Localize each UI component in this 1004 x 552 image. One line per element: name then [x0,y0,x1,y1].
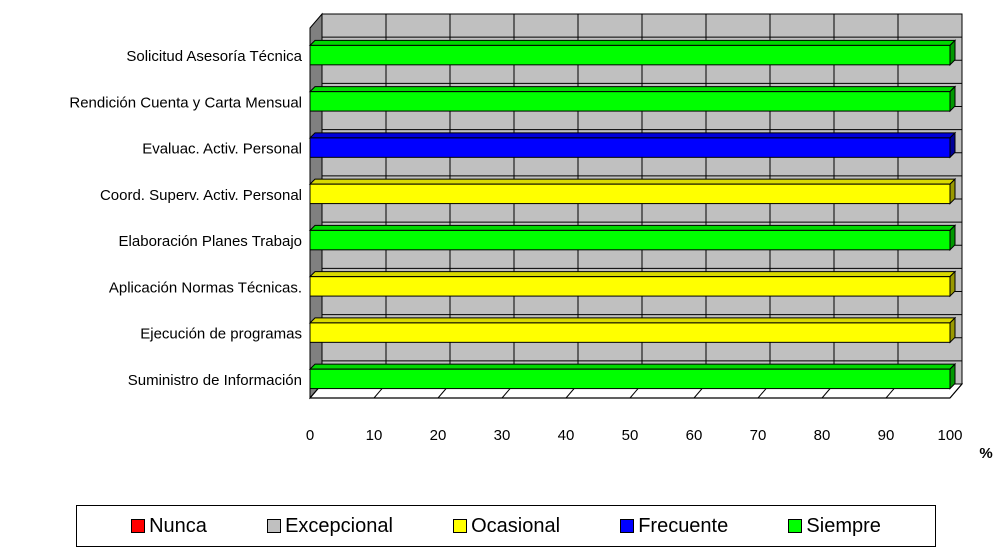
x-unit-label: % [979,445,992,462]
x-tick-label: 40 [558,427,575,444]
chart-bars [308,39,957,390]
legend-swatch [788,519,803,533]
bar-siempre-2 [308,85,957,113]
x-tick-label: 70 [750,427,767,444]
bar-ocasional-4 [308,177,957,205]
category-label: Rendición Cuenta y Carta Mensual [69,94,302,111]
bar-siempre-1 [308,39,957,67]
x-tick-label: 60 [686,427,703,444]
bar-frecuente-3 [308,131,957,159]
legend-swatch [267,519,282,533]
legend-item-ocasional: Ocasional [453,515,560,538]
x-tick-label: 50 [622,427,639,444]
bar-siempre-5 [308,224,957,252]
category-label: Ejecución de programas [140,326,302,343]
x-tick-label: 100 [937,427,962,444]
legend-item-nunca: Nunca [131,515,207,538]
legend-swatch [620,519,635,533]
x-tick-label: 10 [366,427,383,444]
legend-item-excepcional: Excepcional [267,515,393,538]
x-tick-label: 80 [814,427,831,444]
legend-label: Excepcional [285,514,393,537]
category-label: Suministro de Información [128,372,302,389]
legend-swatch [131,519,146,533]
x-tick-label: 0 [306,427,314,444]
x-tick-label: 90 [878,427,895,444]
bar-ocasional-7 [308,316,957,344]
bar-chart: Solicitud Asesoría Técnica Rendición Cuen… [69,12,993,462]
category-label: Aplicación Normas Técnicas. [109,279,302,296]
x-tick-label: 30 [494,427,511,444]
legend-swatch [453,519,468,533]
x-tick-labels: 0 10 20 30 40 50 60 70 80 90 100 [306,427,963,444]
legend-label: Nunca [149,514,207,537]
category-label: Elaboración Planes Trabajo [119,233,302,250]
category-label: Evaluac. Activ. Personal [142,141,302,158]
bar-siempre-8 [308,362,957,390]
category-label: Coord. Superv. Activ. Personal [100,187,302,204]
legend-item-siempre: Siempre [788,514,881,538]
legend-label: Siempre [806,514,881,537]
category-labels: Solicitud Asesoría Técnica Rendición Cuen… [69,48,302,389]
legend-label: Frecuente [638,514,729,537]
bar-ocasional-6 [308,270,957,298]
chart-legend: Nunca Excepcional Ocasional Frecuente Siempr… [76,505,936,547]
category-label: Solicitud Asesoría Técnica [126,48,302,65]
x-tick-label: 20 [430,427,447,444]
legend-item-frecuente: Frecuente [620,515,728,538]
legend-label: Ocasional [471,514,561,537]
